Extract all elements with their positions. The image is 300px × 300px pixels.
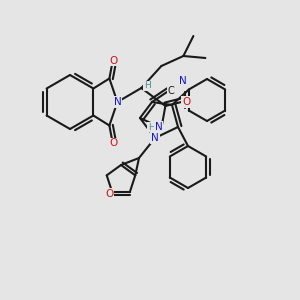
Text: H: H: [148, 122, 155, 131]
Text: N: N: [154, 122, 162, 132]
Text: N: N: [151, 133, 159, 143]
Text: O: O: [105, 189, 113, 199]
Text: H: H: [144, 82, 151, 91]
Text: O: O: [109, 139, 118, 148]
Text: N: N: [113, 97, 121, 107]
Text: O: O: [182, 97, 190, 107]
Text: O: O: [109, 56, 118, 65]
Text: C: C: [168, 86, 174, 96]
Text: N: N: [179, 76, 187, 86]
